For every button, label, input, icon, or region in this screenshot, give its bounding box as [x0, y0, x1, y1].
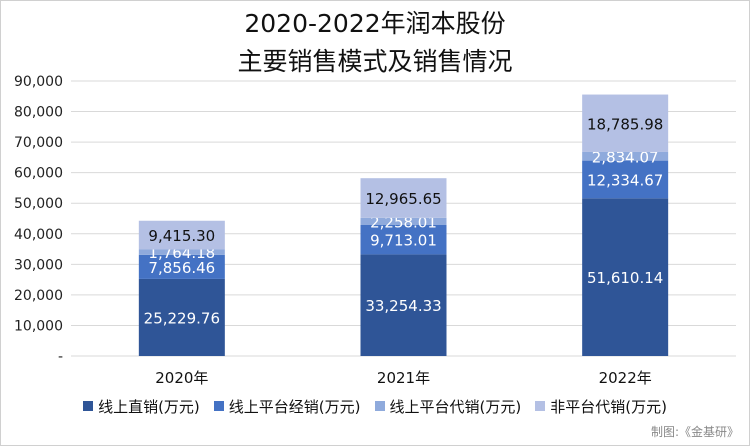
- y-tick-label: 60,000: [14, 166, 63, 182]
- y-tick-label: 40,000: [14, 227, 63, 243]
- legend-swatch: [213, 401, 224, 411]
- legend-item: 线上直销(万元): [83, 396, 200, 417]
- x-tick-label: 2020年: [155, 369, 208, 387]
- y-tick-label: 80,000: [14, 105, 63, 121]
- data-label: 9,713.01: [370, 232, 437, 250]
- x-tick-label: 2021年: [377, 369, 430, 387]
- bar-segment: [360, 178, 447, 218]
- bar-segment: [138, 254, 225, 279]
- data-label: 33,254.33: [365, 297, 441, 315]
- legend-swatch: [374, 401, 385, 411]
- chart-title-line-2: 主要销售模式及销售情况: [237, 47, 513, 76]
- legend-item: 非平台代销(万元): [535, 396, 667, 417]
- data-label: 2,834.07: [592, 148, 659, 166]
- data-label: 7,856.46: [148, 259, 215, 277]
- bar-segment: [582, 198, 669, 356]
- x-tick-label: 2022年: [599, 369, 652, 387]
- bar-segment: [582, 94, 669, 152]
- y-tick-label: -: [58, 349, 63, 365]
- bar-segment: [360, 254, 447, 356]
- bar-segment: [138, 249, 225, 255]
- y-tick-label: 10,000: [14, 318, 63, 334]
- source-note: 制图:《金基研》: [650, 425, 739, 439]
- legend-item: 线上平台经销(万元): [213, 396, 361, 417]
- bar-segment: [360, 217, 447, 225]
- data-label: 51,610.14: [587, 269, 663, 287]
- data-label: 12,965.65: [365, 190, 441, 208]
- bar-segment: [582, 160, 669, 199]
- y-tick-label: 90,000: [14, 74, 63, 90]
- y-tick-label: 30,000: [14, 257, 63, 273]
- chart-legend: 线上直销(万元) 线上平台经销(万元) 线上平台代销(万元) 非平台代销(万元): [1, 394, 749, 418]
- data-label: 9,415.30: [148, 227, 215, 245]
- y-tick-label: 70,000: [14, 135, 63, 151]
- data-label: 18,785.98: [587, 115, 663, 133]
- legend-swatch: [83, 401, 94, 411]
- chart-title-line-1: 2020-2022年润本股份: [244, 9, 506, 38]
- bar-segment: [138, 220, 225, 250]
- legend-swatch: [535, 401, 546, 411]
- legend-label: 线上直销(万元): [98, 397, 200, 416]
- data-label: 12,334.67: [587, 171, 663, 189]
- legend-item: 线上平台代销(万元): [374, 396, 522, 417]
- data-label: 25,229.76: [144, 309, 220, 327]
- y-tick-label: 50,000: [14, 196, 63, 212]
- bar-segment: [138, 278, 225, 356]
- chart-title: 2020-2022年润本股份 主要销售模式及销售情况: [1, 5, 749, 81]
- bar-segment: [360, 224, 447, 255]
- bar-segment: [582, 151, 669, 161]
- legend-label: 线上平台代销(万元): [389, 397, 522, 416]
- legend-label: 线上平台经销(万元): [228, 397, 361, 416]
- legend-label: 非平台代销(万元): [550, 397, 667, 416]
- y-tick-label: 20,000: [14, 288, 63, 304]
